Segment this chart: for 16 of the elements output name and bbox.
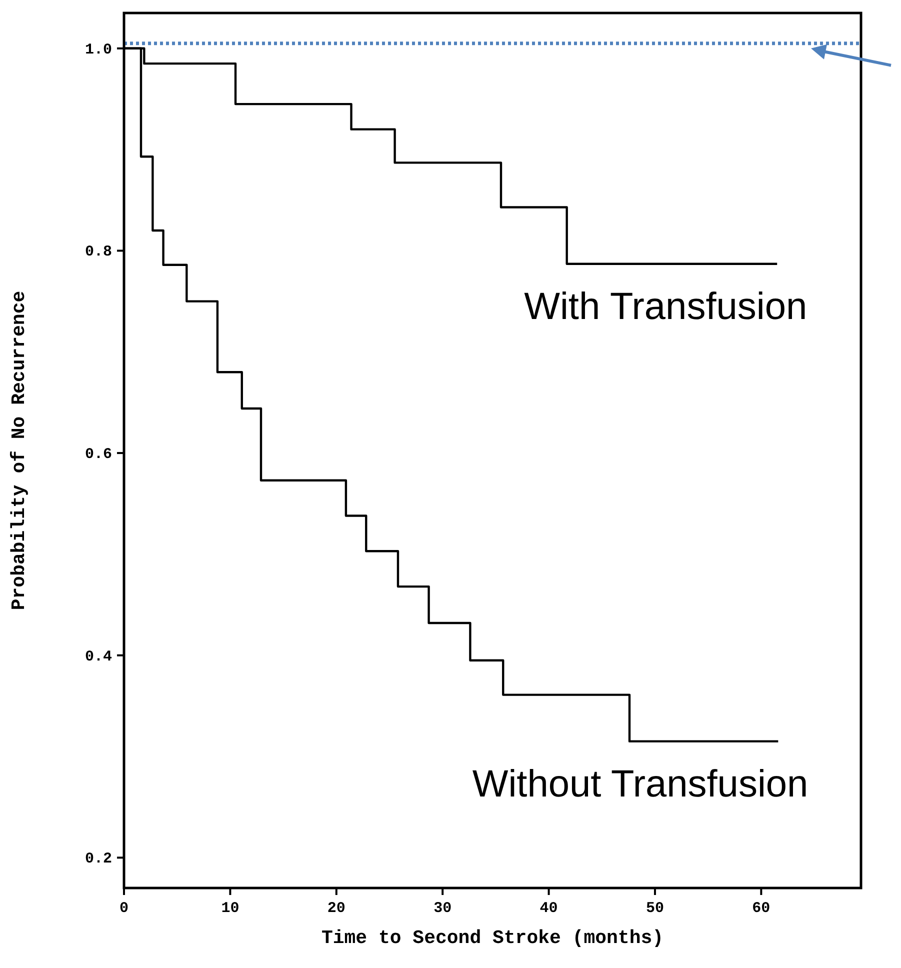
series-label: Without Transfusion xyxy=(472,763,808,806)
x-axis-title: Time to Second Stroke (months) xyxy=(321,927,664,949)
series-label: With Transfusion xyxy=(524,286,808,328)
x-tick-label: 30 xyxy=(434,900,452,917)
x-tick-label: 40 xyxy=(540,900,558,917)
y-tick-label: 1.0 xyxy=(84,41,112,58)
y-tick-label: 0.8 xyxy=(84,244,112,261)
x-tick-label: 60 xyxy=(752,900,770,917)
x-tick-label: 0 xyxy=(119,900,129,917)
x-tick-label: 20 xyxy=(327,900,346,917)
x-tick-label: 10 xyxy=(221,900,240,917)
x-tick-label: 50 xyxy=(646,900,664,917)
y-tick-label: 0.4 xyxy=(84,648,112,666)
y-tick-label: 0.2 xyxy=(84,850,112,868)
y-tick-label: 0.6 xyxy=(84,446,112,464)
y-axis-title: Probability of No Recurrence xyxy=(8,290,30,610)
